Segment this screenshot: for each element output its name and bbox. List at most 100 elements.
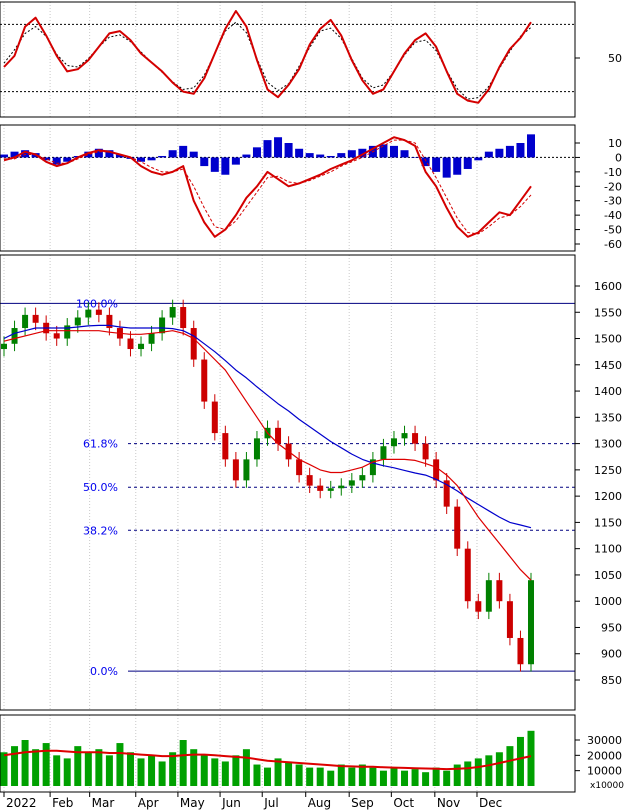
macd-histogram-bar xyxy=(179,145,188,158)
candle-body xyxy=(433,459,440,481)
volume-bar xyxy=(358,764,366,786)
macd-histogram-bar xyxy=(463,157,472,169)
volume-bar xyxy=(242,749,250,786)
candle-body xyxy=(454,506,461,549)
volume-bar xyxy=(379,770,387,786)
volume-bar xyxy=(11,746,19,786)
candle-body xyxy=(275,427,282,444)
candle-body xyxy=(222,433,229,460)
volume-bar xyxy=(464,761,472,786)
x-tick-label: Nov xyxy=(437,796,460,810)
macd-histogram-bar xyxy=(52,157,61,165)
short-moving-average-line xyxy=(3,330,532,581)
macd-histogram-bar xyxy=(347,150,356,158)
macd-histogram-bar xyxy=(495,148,504,158)
price-ytick-label: 1200 xyxy=(594,490,622,503)
candle-body xyxy=(11,328,18,344)
price-ytick-label: 1000 xyxy=(594,595,622,608)
volume-bar xyxy=(422,772,430,786)
volume-bar xyxy=(264,767,271,786)
volume-bar xyxy=(232,755,240,786)
candle-body xyxy=(390,438,397,447)
candle-body xyxy=(422,443,429,460)
macd-ytick-label: -10 xyxy=(604,166,622,179)
candle-body xyxy=(338,485,345,489)
x-tick-label: Apr xyxy=(138,796,159,810)
candle-body xyxy=(296,459,303,476)
volume-ytick-label: 20000 xyxy=(587,749,622,762)
fibonacci-label: 61.8% xyxy=(83,438,118,451)
macd-histogram-bar xyxy=(263,140,272,158)
candle-body xyxy=(443,480,450,507)
fibonacci-label: 38.2% xyxy=(83,524,118,537)
macd-ytick-label: -50 xyxy=(604,224,622,237)
volume-bar xyxy=(485,755,493,786)
macd-signal-line xyxy=(4,139,532,235)
x-tick-label: Sep xyxy=(351,796,374,810)
macd-histogram-bar xyxy=(442,157,451,178)
volume-bar xyxy=(474,758,482,786)
macd-ytick-label: 0 xyxy=(615,151,622,164)
volume-bar xyxy=(21,740,29,786)
candle-body xyxy=(32,314,39,323)
macd-histogram-bar xyxy=(221,157,230,175)
price-ytick-label: 1400 xyxy=(594,385,622,398)
macd-histogram-bar xyxy=(527,134,535,158)
rsi-panel-frame xyxy=(0,1,576,118)
x-tick-label: Mar xyxy=(92,796,115,810)
macd-histogram-bar xyxy=(284,143,293,158)
volume-bar xyxy=(506,746,514,786)
volume-bar xyxy=(495,752,503,786)
volume-bar xyxy=(84,752,92,786)
volume-bar xyxy=(95,749,103,786)
macd-histogram-bar xyxy=(105,150,114,158)
candle-body xyxy=(85,309,92,318)
volume-bar xyxy=(158,761,166,786)
volume-bar xyxy=(179,740,187,786)
candle-body xyxy=(517,637,524,665)
candle-body xyxy=(1,343,7,350)
volume-panel-frame xyxy=(0,714,576,793)
volume-bar xyxy=(527,730,535,786)
macd-ytick-label: -20 xyxy=(604,180,622,193)
volume-bar xyxy=(137,758,145,786)
macd-ytick-label: 10 xyxy=(608,137,622,150)
macd-histogram-bar xyxy=(168,150,177,158)
x-tick-label: Jun xyxy=(221,796,241,810)
volume-average-line xyxy=(3,749,532,771)
macd-histogram-bar xyxy=(200,157,209,167)
macd-histogram-bar xyxy=(158,155,167,158)
price-ytick-label: 1600 xyxy=(594,280,622,293)
macd-histogram-bar xyxy=(42,157,51,161)
price-ytick-label: 1250 xyxy=(594,464,622,477)
candle-body xyxy=(211,401,218,434)
macd-histogram-bar xyxy=(305,153,314,158)
candle-body xyxy=(253,438,260,460)
macd-histogram-bar xyxy=(421,157,430,167)
volume-bar xyxy=(148,755,156,786)
macd-histogram-bar xyxy=(484,151,493,158)
volume-bar xyxy=(432,767,440,786)
volume-bar xyxy=(306,767,314,786)
candle-body xyxy=(359,475,366,481)
fibonacci-label: 50.0% xyxy=(83,481,118,494)
macd-ytick-label: -60 xyxy=(604,238,622,251)
macd-histogram-bar xyxy=(94,148,103,158)
candle-body xyxy=(22,314,29,329)
volume-bar xyxy=(316,767,324,786)
macd-histogram-bar xyxy=(231,157,240,165)
volume-bar xyxy=(126,752,134,786)
volume-bar xyxy=(53,755,61,786)
volume-bar xyxy=(516,736,524,786)
macd-histogram-bar xyxy=(337,153,346,158)
macd-histogram-bar xyxy=(21,150,30,158)
macd-histogram-bar xyxy=(274,137,283,158)
volume-ytick-label: 10000 xyxy=(587,765,622,778)
price-ytick-label: 850 xyxy=(601,674,622,687)
x-tick-label: Dec xyxy=(479,796,502,810)
macd-histogram-bar xyxy=(453,157,462,175)
macd-histogram-bar xyxy=(10,151,19,158)
macd-histogram-bar xyxy=(379,144,388,158)
volume-ytick-label: 30000 xyxy=(587,734,622,747)
candle-body xyxy=(348,480,355,486)
